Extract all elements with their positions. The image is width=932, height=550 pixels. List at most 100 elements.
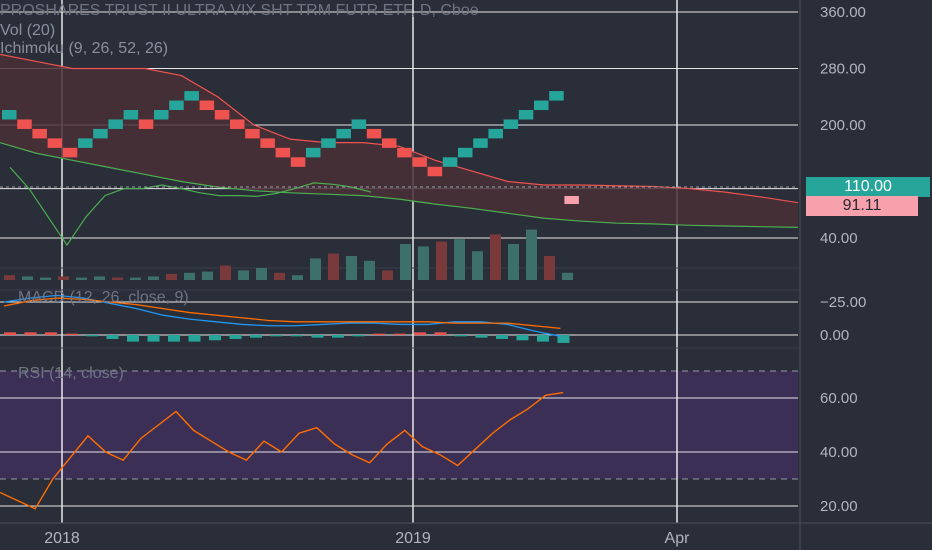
price-tick-label: 360.00 bbox=[820, 4, 866, 21]
macd-histogram-bar bbox=[291, 335, 303, 337]
macd-histogram-bar bbox=[496, 335, 508, 339]
volume-bar bbox=[238, 270, 249, 280]
renko-brick bbox=[412, 157, 427, 167]
volume-bar bbox=[418, 246, 429, 280]
volume-bar bbox=[490, 234, 501, 280]
renko-brick bbox=[214, 110, 230, 120]
macd-histogram-bar bbox=[229, 335, 242, 339]
volume-bar bbox=[166, 274, 177, 280]
renko-brick bbox=[123, 110, 139, 120]
renko-brick bbox=[275, 147, 291, 158]
macd-histogram-bar bbox=[537, 335, 549, 342]
renko-brick bbox=[290, 157, 306, 167]
macd-tick-label: −25.00 bbox=[820, 294, 866, 311]
renko-brick bbox=[138, 119, 154, 129]
volume-bar bbox=[400, 244, 411, 280]
price-tick-label: 280.00 bbox=[820, 61, 866, 78]
macd-histogram-bar bbox=[188, 335, 201, 342]
renko-brick bbox=[549, 91, 564, 101]
renko-brick bbox=[199, 100, 215, 111]
volume-bar bbox=[562, 272, 573, 280]
macd-histogram-bar bbox=[147, 335, 160, 342]
ichimoku-legend: Ichimoku (9, 26, 52, 26) bbox=[0, 40, 169, 57]
rsi-legend: RSI (14, close) bbox=[18, 365, 124, 382]
volume-bar bbox=[220, 265, 231, 280]
macd-histogram-bar bbox=[414, 332, 426, 335]
volume-bar bbox=[526, 229, 537, 280]
renko-brick bbox=[154, 110, 169, 120]
volume-legend: Vol (20) bbox=[0, 22, 56, 39]
macd-histogram-bar bbox=[516, 335, 529, 341]
macd-histogram-bar bbox=[434, 332, 447, 335]
volume-bar bbox=[22, 276, 33, 280]
ichimoku-span-b bbox=[0, 53, 799, 204]
volume-bar bbox=[94, 276, 105, 280]
macd-histogram-bar bbox=[475, 335, 488, 338]
renko-brick bbox=[382, 138, 397, 148]
renko-brick bbox=[306, 147, 321, 158]
macd-histogram-bar bbox=[311, 335, 324, 338]
renko-brick bbox=[169, 100, 184, 111]
volume-bar bbox=[112, 277, 123, 280]
rsi-line bbox=[0, 391, 564, 510]
renko-brick bbox=[442, 157, 458, 167]
ichimoku-span-a bbox=[0, 142, 799, 229]
macd-histogram-bar bbox=[127, 335, 139, 342]
volume-bar bbox=[436, 241, 447, 280]
symbol-title: PROSHARES TRUST II ULTRA VIX SHT TRM FUT… bbox=[0, 2, 479, 19]
rsi-tick-label: 60.00 bbox=[820, 390, 858, 407]
volume-bar bbox=[346, 256, 357, 280]
macd-histogram-bar bbox=[24, 332, 37, 335]
volume-bar bbox=[454, 239, 465, 280]
renko-brick bbox=[245, 128, 260, 139]
volume-bar bbox=[4, 275, 15, 280]
macd-histogram-bar bbox=[332, 335, 344, 338]
volume-bar bbox=[58, 276, 69, 280]
renko-brick bbox=[47, 138, 63, 148]
renko-brick bbox=[93, 128, 108, 139]
renko-brick bbox=[427, 166, 443, 177]
macd-histogram-bar bbox=[45, 332, 57, 335]
macd-histogram-bar bbox=[352, 335, 365, 337]
ichimoku-cloud bbox=[0, 54, 798, 228]
macd-histogram-bar bbox=[270, 335, 283, 337]
renko-brick bbox=[108, 119, 123, 129]
volume-bar bbox=[40, 277, 51, 280]
volume-bar bbox=[508, 244, 519, 280]
macd-histogram-bar bbox=[168, 335, 180, 342]
renko-brick bbox=[366, 128, 382, 139]
price-tick-label: 200.00 bbox=[820, 117, 866, 134]
renko-brick bbox=[564, 196, 579, 204]
date-label: Apr bbox=[665, 530, 691, 547]
volume-bar bbox=[544, 256, 555, 280]
macd-histogram-bar bbox=[209, 335, 221, 341]
volume-bar bbox=[184, 272, 195, 280]
macd-histogram-bar bbox=[393, 333, 406, 335]
renko-brick bbox=[534, 100, 549, 111]
macd-tick-label: 0.00 bbox=[820, 327, 849, 344]
renko-brick bbox=[336, 128, 351, 139]
renko-brick bbox=[62, 147, 78, 158]
renko-brick bbox=[488, 128, 503, 139]
renko-brick bbox=[458, 147, 473, 158]
volume-bar bbox=[130, 277, 141, 280]
renko-brick bbox=[321, 138, 336, 148]
macd-histogram-bar bbox=[373, 333, 385, 335]
rsi-band bbox=[0, 371, 798, 479]
rsi-tick-label: 20.00 bbox=[820, 498, 858, 515]
renko-brick bbox=[397, 147, 412, 158]
current-price-tag: 110.00 bbox=[806, 177, 930, 197]
price-tick-label: 40.00 bbox=[820, 230, 858, 247]
macd-histogram-bar bbox=[4, 332, 16, 335]
macd-signal-line bbox=[3, 297, 561, 330]
renko-brick bbox=[473, 138, 488, 148]
macd-histogram-bar bbox=[455, 335, 467, 337]
volume-bar bbox=[76, 277, 87, 280]
volume-bar bbox=[364, 260, 375, 280]
renko-brick bbox=[184, 91, 199, 101]
volume-bar bbox=[292, 275, 303, 280]
macd-histogram-bar bbox=[250, 335, 262, 338]
date-label: 2019 bbox=[395, 530, 431, 547]
